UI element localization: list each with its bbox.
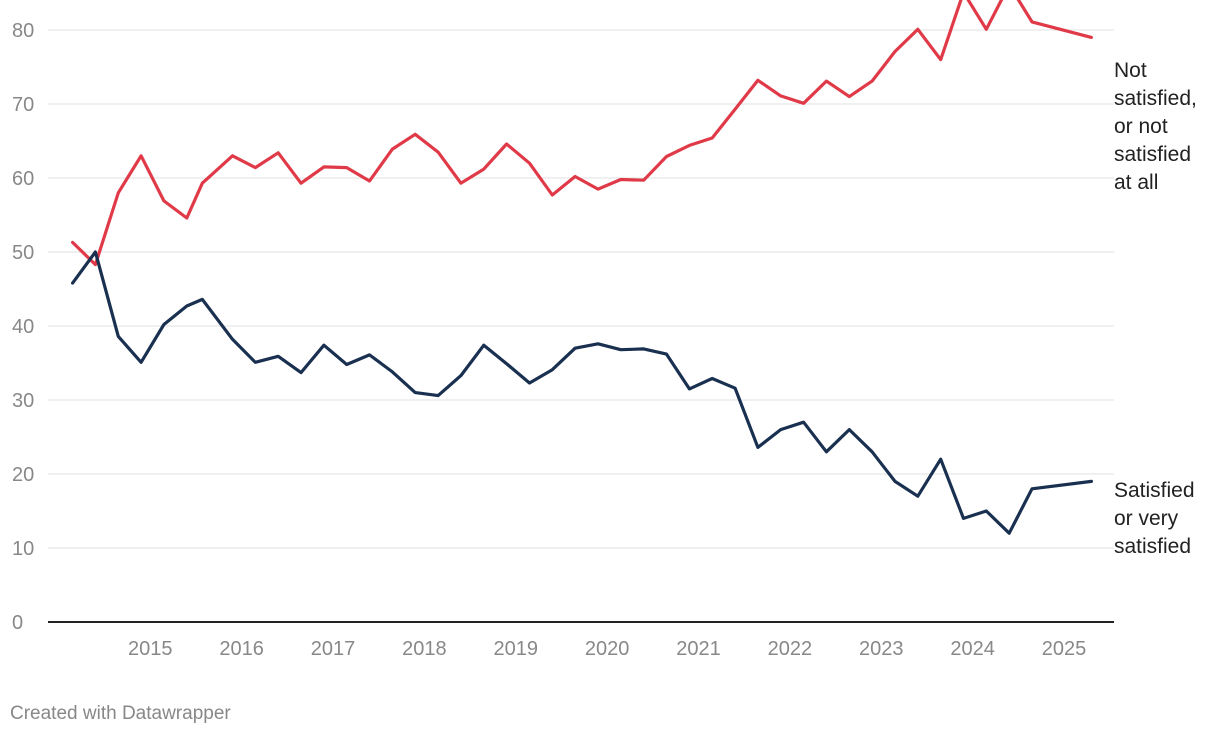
label-satisfied-line-2: or very <box>1114 507 1179 530</box>
y-tick-label-80: 80 <box>12 20 34 42</box>
y-tick-label-40: 40 <box>12 316 34 338</box>
y-tick-label-60: 60 <box>12 168 34 190</box>
x-tick-label-2015: 2015 <box>128 638 173 660</box>
y-tick-label-70: 70 <box>12 94 34 116</box>
label-satisfied-line-1: Satisfied <box>1114 479 1195 502</box>
credit-text: Created with Datawrapper <box>10 703 231 724</box>
x-tick-label-2019: 2019 <box>494 638 539 660</box>
label-satisfied-line-3: satisfied <box>1114 535 1191 558</box>
label-not-satisfied-line-3: or not <box>1114 115 1168 138</box>
gridlines <box>48 29 1114 623</box>
label-not-satisfied: Not satisfied, or not satisfied at all <box>1114 59 1203 194</box>
x-axis-tick-labels: 2015 2016 2017 2018 2019 2020 2021 2022 2023 2024… <box>128 638 1086 660</box>
series-line-not-satisfied <box>70 0 1094 267</box>
x-tick-label-2022: 2022 <box>768 638 813 660</box>
series-end-labels: Not satisfied, or not satisfied at all S… <box>1114 59 1203 558</box>
y-axis-tick-labels: 0 10 20 30 40 50 60 70 80 <box>12 20 34 634</box>
x-tick-label-2016: 2016 <box>219 638 264 660</box>
y-tick-label-30: 30 <box>12 390 34 412</box>
x-tick-label-2024: 2024 <box>950 638 995 660</box>
series-line-satisfied <box>70 250 1094 535</box>
label-not-satisfied-line-2: satisfied, <box>1114 87 1197 110</box>
x-tick-label-2017: 2017 <box>311 638 356 660</box>
label-not-satisfied-line-4: satisfied <box>1114 143 1191 166</box>
x-tick-label-2018: 2018 <box>402 638 447 660</box>
x-tick-label-2023: 2023 <box>859 638 904 660</box>
label-satisfied: Satisfied or very satisfied <box>1114 479 1200 558</box>
x-tick-label-2025: 2025 <box>1042 638 1087 660</box>
y-tick-label-0: 0 <box>12 612 23 634</box>
y-tick-label-10: 10 <box>12 538 34 560</box>
y-tick-label-20: 20 <box>12 464 34 486</box>
label-not-satisfied-line-5: at all <box>1114 171 1158 194</box>
y-tick-label-50: 50 <box>12 242 34 264</box>
series-lines <box>70 0 1094 535</box>
label-not-satisfied-line-1: Not <box>1114 59 1147 82</box>
x-tick-label-2021: 2021 <box>676 638 721 660</box>
x-tick-label-2020: 2020 <box>585 638 630 660</box>
